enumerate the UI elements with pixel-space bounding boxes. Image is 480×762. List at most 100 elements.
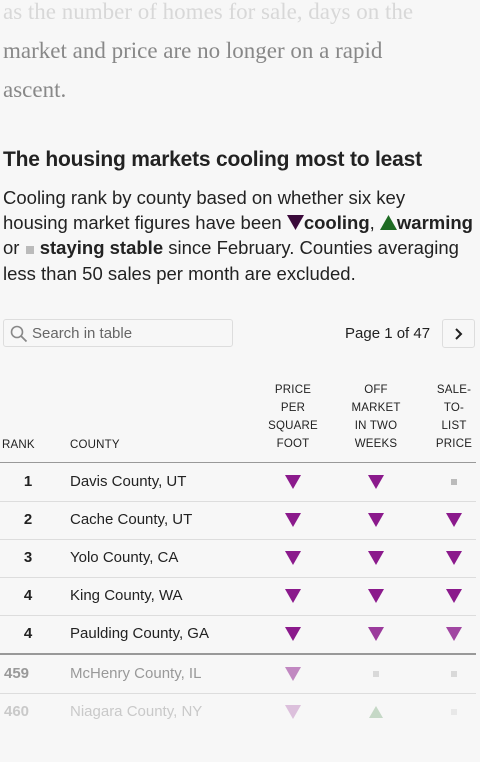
table-row[interactable]: 3 Yolo County, CA xyxy=(0,539,476,578)
search-box xyxy=(3,319,233,347)
salelist-status-icon xyxy=(444,577,464,615)
or-text: or xyxy=(3,237,25,258)
rank-cell: 3 xyxy=(23,549,33,566)
column-header-price-per-square-foot[interactable]: PRICE PER SQUARE FOOT xyxy=(258,381,328,453)
rank-cell: 2 xyxy=(23,511,33,528)
table-heading: The housing markets cooling most to leas… xyxy=(3,148,422,171)
rank-cell: 4 xyxy=(23,587,33,604)
county-cell: McHenry County, IL xyxy=(70,665,202,682)
header-line: SALE- xyxy=(436,384,472,396)
column-header-rank[interactable]: RANK xyxy=(2,439,35,451)
cooling-status-mark xyxy=(446,589,462,603)
cooling-status-mark xyxy=(285,667,301,681)
cooling-status-mark xyxy=(368,513,384,527)
stable-label: staying stable xyxy=(39,237,164,258)
county-cell: Niagara County, NY xyxy=(70,703,203,720)
column-header-sale-to-list-price[interactable]: SALE- TO- LIST PRICE xyxy=(424,381,480,453)
header-line: PER xyxy=(280,402,306,414)
table-row[interactable]: 2 Cache County, UT xyxy=(0,501,476,540)
salelist-status-icon xyxy=(444,655,464,693)
header-line: LIST xyxy=(441,420,467,432)
stable-status-mark xyxy=(451,709,457,715)
table-row[interactable]: 459 McHenry County, IL xyxy=(0,655,476,694)
column-header-off-market[interactable]: OFF MARKET IN TWO WEEKS xyxy=(341,381,411,453)
search-input[interactable] xyxy=(32,323,227,343)
county-cell: Cache County, UT xyxy=(70,511,193,528)
cooling-label: cooling xyxy=(303,211,370,233)
page-indicator: Page 1 of 47 xyxy=(345,325,431,342)
stable-status-mark xyxy=(451,671,457,677)
intro-line-1: as the number of homes for sale, days on… xyxy=(3,0,414,24)
column-header-county[interactable]: COUNTY xyxy=(70,439,120,451)
price-status-icon xyxy=(283,655,303,693)
search-icon xyxy=(10,325,28,348)
cooling-status-mark xyxy=(368,475,384,489)
table-row[interactable]: 1 Davis County, UT xyxy=(0,463,476,502)
county-cell: Davis County, UT xyxy=(70,473,187,490)
price-status-icon xyxy=(283,693,303,731)
salelist-status-icon xyxy=(444,539,464,577)
stable-status-mark xyxy=(451,479,457,485)
county-cell: Yolo County, CA xyxy=(70,549,179,566)
cooling-status-mark xyxy=(368,551,384,565)
table-row[interactable]: 4 Paulding County, GA xyxy=(0,615,476,655)
cooling-status-mark xyxy=(446,627,462,641)
header-line: TO- xyxy=(443,402,465,414)
county-cell: Paulding County, GA xyxy=(70,625,209,642)
offmarket-status-icon xyxy=(366,577,386,615)
rank-cell: 4 xyxy=(23,625,33,642)
price-status-icon xyxy=(283,577,303,615)
header-line: WEEKS xyxy=(354,438,398,450)
intro-paragraph: as the number of homes for sale, days on… xyxy=(3,0,473,109)
cooling-triangle-icon xyxy=(286,212,304,237)
offmarket-status-icon xyxy=(366,655,386,693)
cooling-status-mark xyxy=(285,551,301,565)
salelist-status-icon xyxy=(444,463,464,501)
rank-cell: 460 xyxy=(4,703,30,720)
header-line: SQUARE xyxy=(268,420,318,432)
price-status-icon xyxy=(283,463,303,501)
county-cell: King County, WA xyxy=(70,587,183,604)
stable-status-mark xyxy=(373,671,379,677)
cooling-status-mark xyxy=(285,475,301,489)
rank-cell: 1 xyxy=(23,473,33,490)
salelist-status-icon xyxy=(444,501,464,539)
warming-status-mark xyxy=(369,706,383,718)
header-divider xyxy=(0,462,476,463)
header-line: OFF xyxy=(364,384,388,396)
next-page-button[interactable] xyxy=(442,319,475,348)
header-line: PRICE xyxy=(435,438,473,450)
price-status-icon xyxy=(283,539,303,577)
cooling-status-mark xyxy=(368,627,384,641)
offmarket-status-icon xyxy=(366,463,386,501)
cooling-status-mark xyxy=(285,627,301,641)
description-text-2: since February. Counties averaging less … xyxy=(3,237,459,284)
cooling-status-mark xyxy=(285,513,301,527)
header-line: MARKET xyxy=(351,402,401,414)
salelist-status-icon xyxy=(444,693,464,731)
offmarket-status-icon xyxy=(366,539,386,577)
description-text-1: Cooling rank by county based on whether … xyxy=(3,187,406,233)
cooling-status-mark xyxy=(368,589,384,603)
header-line: FOOT xyxy=(276,438,310,450)
offmarket-status-icon xyxy=(366,693,386,731)
cooling-status-mark xyxy=(285,705,301,719)
salelist-status-icon xyxy=(444,615,464,653)
table-row[interactable]: 4 King County, WA xyxy=(0,577,476,616)
header-line: PRICE xyxy=(274,384,312,396)
table-row[interactable]: 460 Niagara County, NY xyxy=(0,693,476,731)
intro-line-2: market and price are no longer on a rapi… xyxy=(3,38,383,63)
stable-square-icon xyxy=(25,237,35,262)
cooling-status-mark xyxy=(446,513,462,527)
table-description: Cooling rank by county based on whether … xyxy=(3,186,473,286)
offmarket-status-icon xyxy=(366,501,386,539)
intro-line-3: ascent. xyxy=(3,77,67,102)
offmarket-status-icon xyxy=(366,615,386,653)
cooling-status-mark xyxy=(446,551,462,565)
cooling-status-mark xyxy=(285,589,301,603)
rank-cell: 459 xyxy=(4,665,30,682)
warming-triangle-icon xyxy=(379,212,397,237)
comma-text: , xyxy=(369,211,375,233)
header-line: IN TWO xyxy=(354,420,398,432)
price-status-icon xyxy=(283,501,303,539)
